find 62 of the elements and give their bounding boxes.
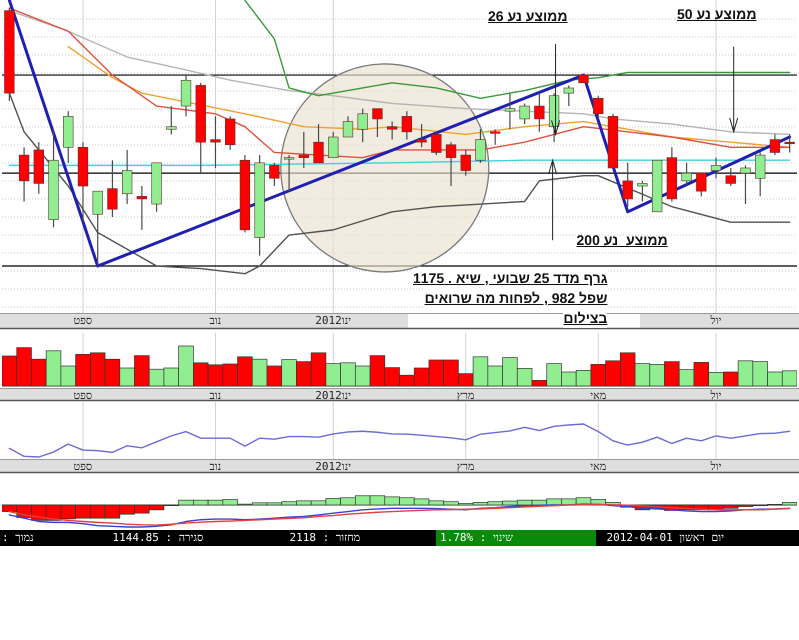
candlestick xyxy=(593,95,604,117)
x-tick-label: נוב xyxy=(209,389,222,402)
candlestick xyxy=(490,128,500,146)
candlestick xyxy=(358,108,368,143)
x-tick-label: יול xyxy=(710,460,722,473)
candlestick xyxy=(298,131,309,169)
candlestick xyxy=(372,108,383,138)
candlestick xyxy=(166,105,176,136)
candlestick xyxy=(755,152,766,197)
text: גרף מדד 25 שבועי , שיא . 1175 שפל 982 , לפחות מה שרואים בצילום xyxy=(413,269,608,328)
annotation: ממוצע נע 200 xyxy=(576,232,668,248)
candlestick xyxy=(416,124,427,148)
candlestick xyxy=(431,131,442,156)
candlestick xyxy=(475,128,486,164)
candlestick xyxy=(637,180,648,202)
candlestick xyxy=(519,102,530,125)
x-tick-label: מאי xyxy=(590,460,606,473)
x-tick-label: מרץ xyxy=(456,389,474,402)
x-tick-label: יול xyxy=(710,314,722,327)
candlestick xyxy=(269,162,280,187)
text: מחזור : 2118 xyxy=(290,531,360,544)
x-tick-label: ספט xyxy=(73,389,92,402)
candlestick xyxy=(460,149,471,176)
x-tick-label: מאי xyxy=(590,389,606,402)
candlestick xyxy=(740,164,751,205)
candlestick xyxy=(107,160,118,218)
annotation: ממוצע נע 50 xyxy=(677,6,757,22)
text: שינוי : 1.78% xyxy=(440,531,513,544)
annotation: ממוצע נע 26 xyxy=(488,8,568,24)
candlestick xyxy=(342,116,354,138)
candlestick xyxy=(622,162,633,208)
candlestick xyxy=(534,92,545,132)
text: יום ראשון 2012-04-01 xyxy=(606,531,724,544)
x-tick-label: ספט xyxy=(73,460,92,473)
candlestick xyxy=(313,124,324,164)
x-tick-label: נוב xyxy=(209,460,222,473)
candlestick xyxy=(284,154,294,192)
candlestick xyxy=(446,142,456,187)
candlestick xyxy=(92,190,103,267)
candlestick xyxy=(328,131,338,158)
x-tick-label: יול xyxy=(710,389,722,402)
text: סגירה : 1144.85 xyxy=(112,531,204,544)
candlestick xyxy=(402,110,412,140)
candlestick xyxy=(726,167,736,187)
candlestick xyxy=(136,185,148,230)
candlestick xyxy=(386,120,398,140)
candlestick xyxy=(564,84,574,107)
candlestick xyxy=(710,157,722,179)
x-tick-label: ינו2012 xyxy=(315,460,352,473)
x-tick-label: ספט xyxy=(73,314,92,327)
candlestick xyxy=(122,149,132,205)
x-tick-label: ינו2012 xyxy=(315,389,352,402)
x-tick-label: מרץ xyxy=(456,460,474,473)
candlestick xyxy=(784,134,795,154)
candlestick xyxy=(681,162,692,187)
x-tick-label: נוב xyxy=(209,314,222,327)
candlestick xyxy=(504,92,516,130)
x-tick-label: ינו2012 xyxy=(315,314,352,327)
candlestick xyxy=(696,172,706,197)
text: נמוך : xyxy=(2,531,34,544)
candlestick xyxy=(770,134,780,156)
candlestick xyxy=(210,116,221,169)
